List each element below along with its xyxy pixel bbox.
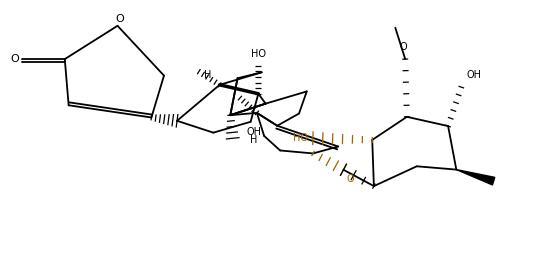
Text: O: O [399,42,407,52]
Text: O: O [115,14,124,24]
Polygon shape [456,169,495,185]
Text: O: O [346,174,354,184]
Text: HO: HO [293,133,308,143]
Text: H: H [250,135,258,145]
Text: HO: HO [251,49,266,59]
Text: H: H [204,70,212,80]
Text: O: O [10,54,19,64]
Text: OH: OH [246,127,261,137]
Text: OH: OH [466,70,481,80]
